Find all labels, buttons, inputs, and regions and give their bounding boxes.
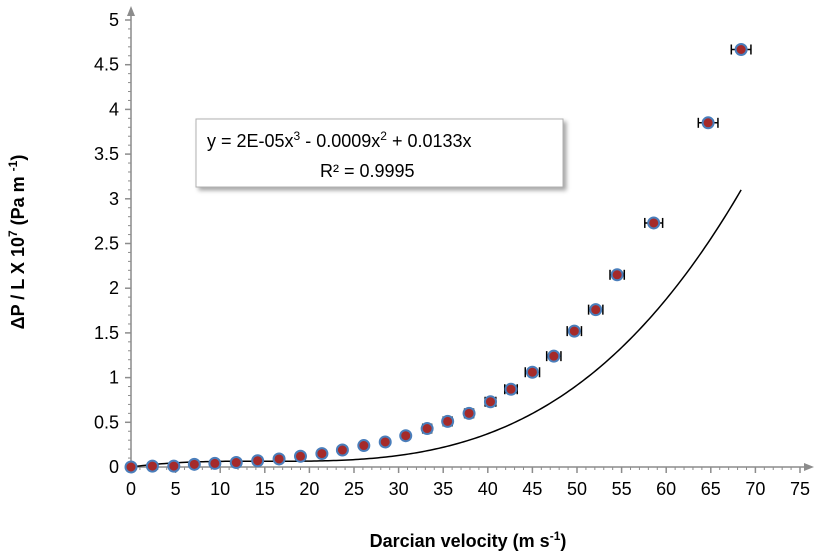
equation-box-frame	[195, 118, 564, 188]
y-axis-arrow	[127, 6, 135, 16]
y-tick-label: 0	[109, 457, 119, 477]
data-point	[730, 43, 752, 57]
marker	[441, 414, 455, 428]
trendline	[130, 189, 742, 468]
data-point	[587, 303, 604, 317]
data-point	[420, 422, 434, 436]
data-point	[229, 456, 243, 470]
data-point	[545, 349, 562, 363]
trendline-equation: y = 2E-05x3 - 0.0009x2 + 0.0133x	[207, 129, 472, 151]
x-tick-label: 65	[701, 479, 721, 499]
marker	[315, 447, 329, 461]
marker	[124, 460, 138, 474]
r-squared-label: R² = 0.9995	[320, 161, 415, 181]
marker	[504, 382, 518, 396]
marker	[589, 303, 603, 317]
marker	[647, 216, 661, 230]
data-point	[697, 116, 719, 130]
y-tick-label: 0.5	[94, 412, 119, 432]
marker	[734, 43, 748, 57]
data-point	[378, 435, 392, 449]
x-tick-label: 0	[126, 479, 136, 499]
data-point	[124, 460, 138, 474]
marker	[462, 406, 476, 420]
x-tick-label: 10	[210, 479, 230, 499]
marker	[420, 422, 434, 436]
y-axis-title: ΔP / L X 107 (Pa m -1)	[6, 155, 28, 330]
marker	[567, 324, 581, 338]
x-tick-label: 15	[255, 479, 275, 499]
data-point	[399, 429, 413, 443]
data-point	[441, 414, 455, 428]
marker	[272, 452, 286, 466]
marker	[399, 429, 413, 443]
x-tick-label: 20	[299, 479, 319, 499]
data-point	[272, 452, 286, 466]
x-tick-label: 5	[171, 479, 181, 499]
y-tick-label: 3.5	[94, 144, 119, 164]
marker	[145, 459, 159, 473]
x-tick-label: 75	[790, 479, 810, 499]
marker	[208, 456, 222, 470]
marker	[335, 443, 349, 457]
marker	[483, 395, 497, 409]
y-tick-label: 1.5	[94, 323, 119, 343]
x-tick-label: 55	[612, 479, 632, 499]
y-tick-label: 2.5	[94, 234, 119, 254]
x-tick-label: 45	[522, 479, 542, 499]
marker	[293, 449, 307, 463]
axes: 0 5 10 15 20 25 30 35 40 45 50 55 60 65 70 7500.511.522…	[94, 6, 814, 499]
data-point	[357, 439, 371, 453]
x-tick-label: 25	[344, 479, 364, 499]
marker	[187, 457, 201, 471]
x-tick-label: 50	[567, 479, 587, 499]
data-point	[293, 449, 307, 463]
data-point	[524, 365, 541, 379]
data-points	[124, 43, 752, 474]
marker	[167, 459, 181, 473]
marker	[610, 268, 624, 282]
x-tick-label: 70	[745, 479, 765, 499]
y-tick-label: 4	[109, 99, 119, 119]
trendline-equation-box: y = 2E-05x3 - 0.0009x2 + 0.0133x R² = 0.…	[195, 118, 564, 188]
marker	[701, 116, 715, 130]
data-point	[566, 324, 583, 338]
data-point	[462, 406, 476, 420]
x-axis-arrow	[804, 463, 814, 471]
y-tick-label: 2	[109, 278, 119, 298]
data-point	[483, 395, 497, 409]
marker	[547, 349, 561, 363]
x-axis-title: Darcian velocity (m s-1)	[370, 529, 567, 551]
y-tick-label: 1	[109, 368, 119, 388]
data-point	[644, 216, 664, 230]
data-point	[609, 268, 626, 282]
data-point	[145, 459, 159, 473]
data-point	[251, 454, 265, 468]
y-tick-label: 3	[109, 189, 119, 209]
marker	[357, 439, 371, 453]
data-point	[335, 443, 349, 457]
data-point	[167, 459, 181, 473]
trendline-curve	[130, 189, 742, 468]
data-point	[503, 382, 518, 396]
y-tick-label: 4.5	[94, 55, 119, 75]
y-tick-label: 5	[109, 10, 119, 30]
x-tick-label: 35	[433, 479, 453, 499]
x-tick-label: 60	[656, 479, 676, 499]
marker	[251, 454, 265, 468]
marker	[229, 456, 243, 470]
data-point	[208, 456, 222, 470]
marker	[378, 435, 392, 449]
data-point	[315, 447, 329, 461]
x-tick-label: 40	[478, 479, 498, 499]
marker	[525, 365, 539, 379]
data-point	[187, 457, 201, 471]
x-tick-label: 30	[389, 479, 409, 499]
